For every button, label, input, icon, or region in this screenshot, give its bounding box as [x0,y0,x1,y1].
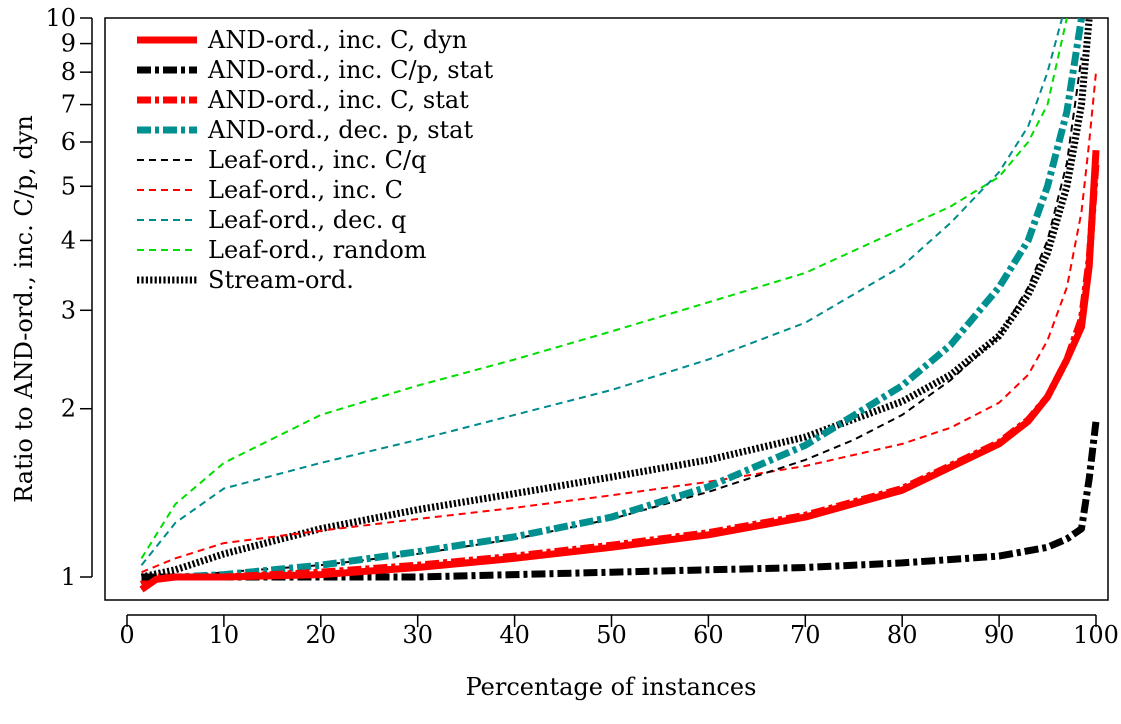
series-line-and-ord-inc-c-p-stat [141,420,1100,581]
series-line-leaf-ord-inc-c [141,72,1097,574]
series-line-stream-ord [140,18,1093,581]
x-axis: 0 10 20 30 40 50 60 70 80 90 100 [119,614,1119,649]
legend-label: AND-ord., inc. C, dyn [207,26,467,54]
y-tick-label: 6 [61,128,76,156]
series-layer [139,18,1100,593]
x-tick-label: 40 [499,621,530,649]
plot-frame [104,17,1109,601]
x-tick-label: 50 [596,621,627,649]
legend-entry-leaf-ord-dec-q: Leaf-ord., dec. q [137,206,406,234]
y-tick-label: 1 [61,563,76,591]
x-tick-label: 20 [306,621,337,649]
y-tick-label: 9 [61,30,76,58]
legend-entry-and-ord-dec-p-stat: AND-ord., dec. p, stat [137,116,473,144]
series-line-leaf-ord-dec-q [140,18,1064,566]
y-tick-label: 5 [61,172,76,200]
legend-label: AND-ord., inc. C, stat [207,86,469,114]
y-tick-label: 3 [61,296,76,324]
y-tick-label: 4 [61,226,76,254]
legend-label: Stream-ord. [208,266,354,294]
x-tick-label: 100 [1073,621,1119,649]
series-line-and-ord-dec-p-stat [141,18,1085,581]
series-line-and-ord-inc-c-dyn [139,149,1100,593]
legend-entry-and-ord-inc-c-stat: AND-ord., inc. C, stat [137,86,469,114]
x-tick-label: 70 [790,621,821,649]
x-tick-label: 30 [402,621,433,649]
x-axis-title: Percentage of instances [466,673,757,701]
legend-entry-and-ord-inc-c-dyn: AND-ord., inc. C, dyn [137,26,467,54]
x-tick-label: 0 [119,621,134,649]
legend-label: AND-ord., inc. C/p, stat [207,56,493,84]
legend-label: Leaf-ord., inc. C/q [208,146,426,174]
legend-entry-leaf-ord-random: Leaf-ord., random [137,236,427,264]
x-tick-label: 90 [984,621,1015,649]
legend-entry-stream-ord: Stream-ord. [137,266,354,294]
y-axis-title: Ratio to AND-ord., inc. C/p, dyn [10,115,38,503]
legend-entry-leaf-ord-inc-c-q: Leaf-ord., inc. C/q [137,146,426,174]
y-tick-label: 8 [61,58,76,86]
y-tick-label: 2 [61,395,76,423]
legend-label: Leaf-ord., random [208,236,427,264]
legend-entry-and-ord-inc-c-p-stat: AND-ord., inc. C/p, stat [137,56,493,84]
y-tick-label: 7 [61,91,76,119]
x-tick-label: 80 [887,621,918,649]
legend-label: Leaf-ord., dec. q [208,206,406,234]
x-tick-label: 60 [693,621,724,649]
series-line-leaf-ord-inc-c-q [141,57,1083,578]
y-tick-label: 10 [45,4,76,32]
series-line-leaf-ord-random [140,18,1068,559]
legend-entry-leaf-ord-inc-c: Leaf-ord., inc. C [137,176,403,204]
x-tick-label: 10 [209,621,240,649]
legend-label: Leaf-ord., inc. C [208,176,403,204]
legend-label: AND-ord., dec. p, stat [207,116,473,144]
